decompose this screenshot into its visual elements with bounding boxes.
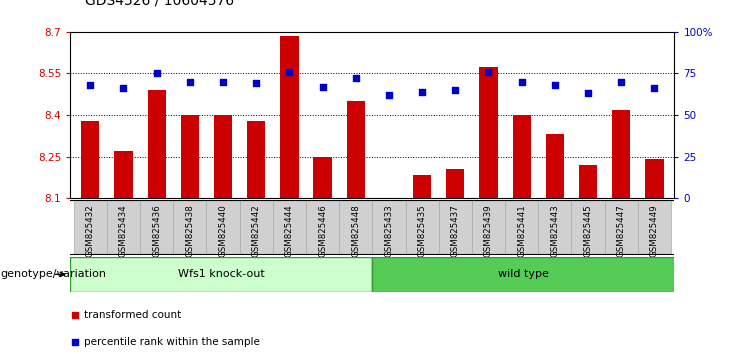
Text: GSM825447: GSM825447 [617,204,625,257]
Bar [280,36,299,198]
Text: GSM825437: GSM825437 [451,204,460,257]
FancyBboxPatch shape [571,200,605,255]
Text: GSM825445: GSM825445 [583,204,593,257]
Text: GSM825443: GSM825443 [551,204,559,257]
Point [118,86,130,91]
Bar [214,115,232,198]
FancyBboxPatch shape [372,200,405,255]
Bar [513,115,531,198]
Point [84,82,96,88]
Text: GSM825439: GSM825439 [484,204,493,257]
Point [383,92,395,98]
FancyBboxPatch shape [207,200,239,255]
FancyBboxPatch shape [439,200,472,255]
Text: GSM825441: GSM825441 [517,204,526,257]
Text: GSM825434: GSM825434 [119,204,128,257]
FancyBboxPatch shape [173,200,207,255]
Text: GSM825446: GSM825446 [318,204,327,257]
FancyBboxPatch shape [605,200,638,255]
Text: GSM825444: GSM825444 [285,204,294,257]
Bar [645,159,663,198]
Bar [612,109,631,198]
Text: genotype/variation: genotype/variation [1,269,107,279]
Text: GSM825432: GSM825432 [86,204,95,257]
Bar [181,115,199,198]
Bar [114,151,133,198]
Text: GSM825442: GSM825442 [252,204,261,257]
Point [549,82,561,88]
FancyBboxPatch shape [638,200,671,255]
FancyBboxPatch shape [538,200,571,255]
Text: GSM825438: GSM825438 [185,204,194,257]
Bar [446,169,465,198]
Text: GSM825436: GSM825436 [152,204,162,257]
Text: GSM825449: GSM825449 [650,204,659,257]
Bar [545,135,564,198]
Text: GSM825433: GSM825433 [385,204,393,257]
FancyBboxPatch shape [73,200,107,255]
Point [150,71,162,76]
Point [615,79,627,85]
Point [449,87,461,93]
Point [350,76,362,81]
FancyBboxPatch shape [70,257,373,292]
Bar [347,101,365,198]
Bar [82,121,99,198]
Text: GSM825448: GSM825448 [351,204,360,257]
FancyBboxPatch shape [107,200,140,255]
Bar [579,165,597,198]
FancyBboxPatch shape [472,200,505,255]
Point [184,79,196,85]
Bar [247,121,265,198]
Text: wild type: wild type [498,269,549,279]
FancyBboxPatch shape [373,257,674,292]
Point [250,81,262,86]
Bar [313,156,332,198]
Bar [147,90,166,198]
FancyBboxPatch shape [140,200,173,255]
Bar [479,67,498,198]
Bar [413,175,431,198]
Text: percentile rank within the sample: percentile rank within the sample [84,337,259,347]
FancyBboxPatch shape [505,200,538,255]
Point [516,79,528,85]
Text: GSM825440: GSM825440 [219,204,227,257]
Point [316,84,328,90]
Point [482,69,494,75]
Text: GSM825435: GSM825435 [418,204,427,257]
FancyBboxPatch shape [273,200,306,255]
Text: GDS4526 / 10604576: GDS4526 / 10604576 [85,0,234,7]
Point [582,91,594,96]
Point [416,89,428,95]
Point [648,86,660,91]
Point [217,79,229,85]
FancyBboxPatch shape [239,200,273,255]
Text: Wfs1 knock-out: Wfs1 knock-out [178,269,265,279]
FancyBboxPatch shape [405,200,439,255]
Text: transformed count: transformed count [84,310,181,320]
FancyBboxPatch shape [306,200,339,255]
FancyBboxPatch shape [339,200,372,255]
Point [276,234,288,240]
Point [284,69,296,75]
